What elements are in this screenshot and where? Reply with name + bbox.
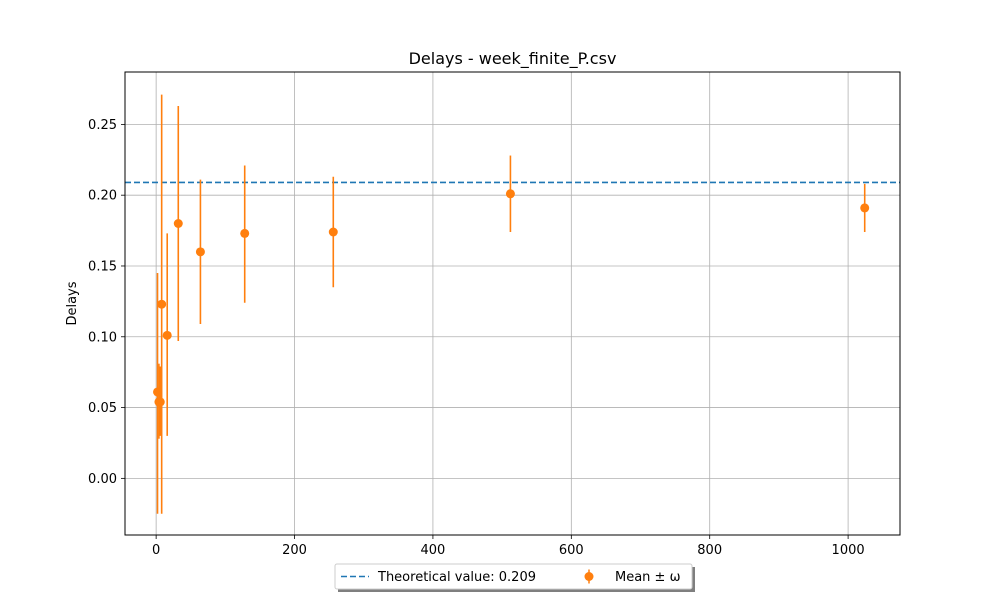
y-tick-label: 0.20 [88,189,117,204]
x-tick-label: 400 [421,543,446,558]
grid [125,72,900,535]
data-point [173,219,183,229]
data-marks [153,94,870,514]
data-point [860,203,870,213]
x-tick-label: 1000 [832,543,865,558]
legend-reference-label: Theoretical value: 0.209 [377,570,536,585]
y-tick-label: 0.25 [88,118,117,133]
legend-box [334,563,693,590]
chart-title: Delays - week_finite_P.csv [409,49,617,69]
x-tick-label: 600 [559,543,584,558]
data-point [155,397,165,407]
y-axis-label: Delays [65,281,80,325]
y-tick-label: 0.05 [88,401,117,416]
x-tick-label: 800 [697,543,722,558]
x-tick-label: 200 [282,543,307,558]
data-point [505,189,515,199]
y-tick-label: 0.00 [88,472,117,487]
data-point [240,228,250,238]
legend-marker-swatch [584,572,594,581]
legend-series-label: Mean ± ω [615,570,680,585]
legend: Theoretical value: 0.209 Mean ± ω [334,563,695,592]
tick-group: 0 200 400 600 800 1000 0.00 0.05 0.10 0.15 0.20 0.2… [88,118,865,558]
data-point [195,247,205,257]
y-tick-label: 0.10 [88,330,117,345]
data-point [328,227,338,237]
data-point [153,387,163,397]
y-tick-label: 0.15 [88,259,117,274]
data-point [157,299,167,309]
data-point [162,330,172,340]
x-tick-label: 0 [152,543,160,558]
axes-frame [124,71,901,536]
